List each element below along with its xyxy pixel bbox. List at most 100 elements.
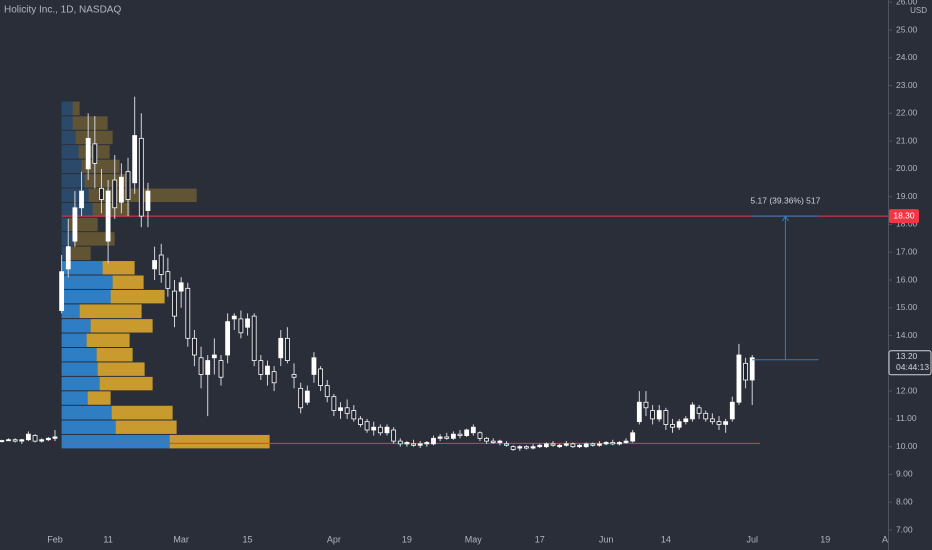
candle-body [570,443,576,448]
candle-body [670,424,675,428]
candle-body [39,439,45,442]
candle-body [577,444,582,448]
candle-body [404,442,410,445]
y-tick-label: 19.00 [896,191,918,201]
candle-body [444,436,450,439]
candle-body [324,385,330,398]
candle-body [125,171,131,200]
candle-body [138,137,144,217]
profile-down-bar [169,434,270,449]
profile-up-bar [61,174,85,188]
candle-body [318,368,323,386]
candle-body [597,443,602,446]
candle-body [736,354,742,403]
candle-body [550,443,556,446]
profile-up-bar [61,376,100,391]
candle-body [709,418,715,423]
chart-title: Holicity Inc., 1D, NASDAQ [4,5,121,16]
profile-up-bar [61,130,76,145]
profile-down-bar [73,232,115,246]
candle-body [245,318,250,328]
candle-body [358,418,363,425]
profile-up-bar [61,362,98,376]
candle-body [424,442,430,445]
profile-down-bar [75,130,113,145]
candle-body [198,357,204,375]
y-tick-label: 9.00 [896,469,913,479]
candle-body [225,321,231,356]
y-tick-label: 22.00 [896,108,918,118]
candle-body [703,412,709,420]
profile-up-bar [61,145,79,159]
y-tick-label: 7.00 [896,524,913,534]
candle-body [92,143,98,164]
y-tick-label: 25.00 [896,24,918,34]
candle-body [716,421,722,425]
candle-body [623,440,629,443]
candle-body [470,426,476,434]
candle-body [231,315,237,320]
candle-body [510,446,516,450]
countdown-label: 04:44:13 [896,362,929,372]
profile-up-bar [61,304,80,319]
profile-down-bar [86,333,130,347]
candle-body [364,421,370,431]
y-tick-label: 8.00 [896,496,913,506]
candle-body [192,337,197,356]
profile-up-bar [61,232,74,246]
candle-body [397,440,403,445]
candle-body [265,365,270,375]
candle-body [12,439,18,442]
candle-body [417,443,423,446]
candle-body [298,387,304,409]
measure-arrowhead [781,215,789,222]
profile-up-bar [61,391,88,405]
profile-up-bar [61,116,73,130]
x-tick-label: Feb [47,534,63,544]
y-tick-label: 14.00 [896,330,918,340]
price-label: 18.30 [893,210,915,220]
x-tick-label: 15 [243,534,253,544]
y-tick-label: 17.00 [896,246,918,256]
candle-body [484,437,489,442]
candle-body [59,271,65,311]
y-tick-label: 15.00 [896,302,918,312]
candle-body [610,442,616,445]
profile-down-bar [79,304,142,319]
candle-body [185,287,191,339]
candle-body [749,357,755,381]
x-tick-label: May [465,534,483,544]
profile-down-bar [72,101,80,116]
profile-up-bar [61,261,103,275]
x-tick-label: 14 [661,534,671,544]
candle-body [543,443,549,448]
profile-down-bar [96,348,133,362]
last-price-label: 13.20 [896,351,918,361]
y-tick-label: 16.00 [896,274,918,284]
y-tick-label: 24.00 [896,52,918,62]
candle-body [690,404,695,420]
candle-body [238,318,244,334]
profile-up-bar [61,289,111,304]
candle-body [450,433,456,439]
profile-down-bar [115,420,177,434]
candle-body [384,426,390,434]
candle-body [72,207,78,242]
candle-body [583,443,589,448]
candle-body [165,271,171,289]
candle-body [729,401,735,420]
candle-body [32,435,38,442]
candle-body [218,360,224,378]
candle-body [65,246,71,270]
x-tick-label: A [882,534,888,544]
candle-body [45,437,51,441]
candle-body [172,290,177,317]
profile-up-bar [61,405,112,420]
candle-body [26,433,31,441]
candle-body [278,337,284,359]
currency-label: USD [910,6,927,15]
profile-down-bar [90,319,153,333]
profile-up-bar [61,217,69,232]
candle-body [284,337,290,361]
candle-body [656,410,662,420]
